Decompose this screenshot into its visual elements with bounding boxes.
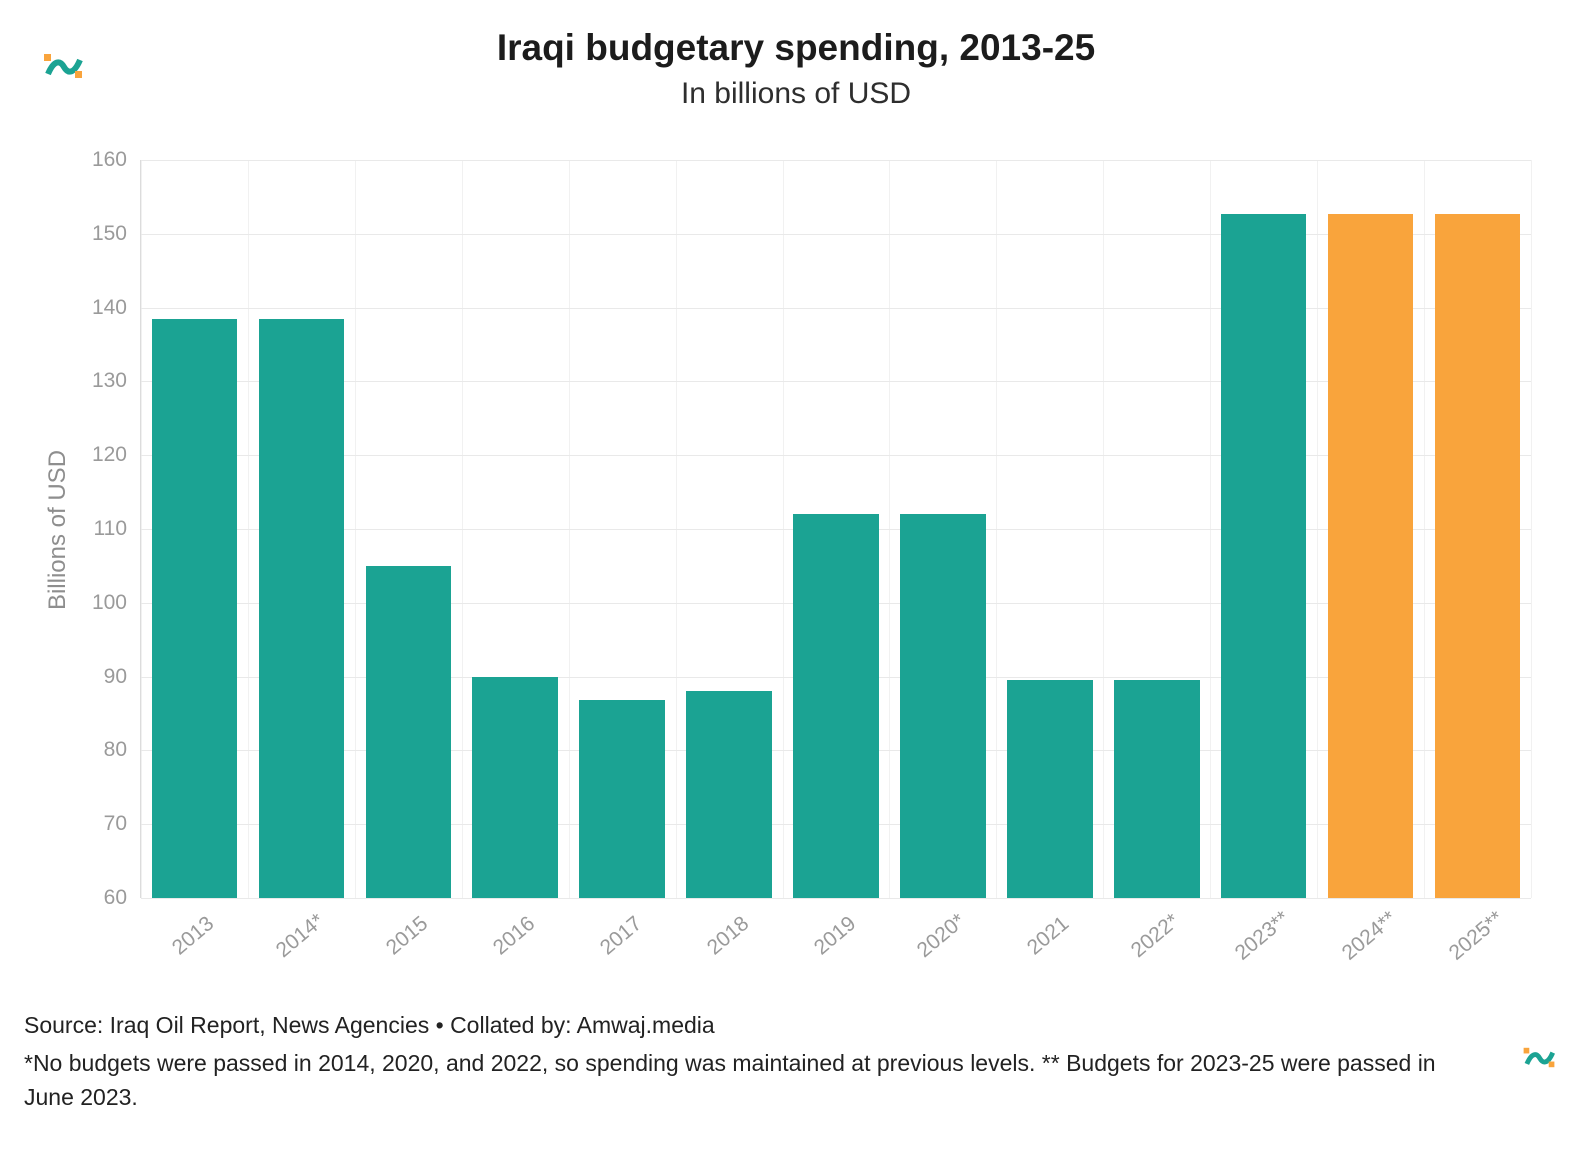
h-gridline (141, 455, 1531, 457)
x-label-slot: 2015 (354, 908, 461, 1008)
bar-2014* (258, 318, 345, 898)
bar-2021 (1007, 679, 1093, 898)
x-axis-labels: 2013 2014* 2015 2016 2017 2018 2019 2020* 2021 20… (140, 906, 1530, 1008)
bar-2024** (1327, 213, 1414, 898)
x-label-slot: 2013 (140, 908, 247, 1008)
x-tick-label: 2013 (167, 911, 219, 960)
y-tick-label: 100 (91, 590, 127, 614)
chart-subtitle: In billions of USD (680, 77, 912, 111)
y-tick-label: 120 (91, 443, 127, 467)
bar-2022* (1113, 679, 1200, 898)
h-gridline (141, 307, 1531, 309)
x-tick-label: 2014* (271, 909, 329, 963)
footnote-text: *No budgets were passed in 2014, 2020, a… (24, 1050, 1436, 1111)
bar-2020* (900, 514, 986, 898)
x-tick-label: 2020* (913, 909, 971, 963)
x-label-slot: 2016 (461, 908, 568, 1008)
bar-slot (1317, 160, 1424, 898)
bar-slot (1424, 160, 1531, 898)
bar-2016 (472, 676, 558, 898)
y-tick-label: 140 (91, 295, 127, 319)
bar-2023** (1220, 213, 1307, 898)
bar-2018 (686, 691, 772, 898)
x-label-slot: 2017 (568, 908, 675, 1008)
h-gridline (141, 160, 1531, 161)
bar-slot (248, 160, 355, 898)
y-tick-label: 80 (103, 738, 127, 762)
h-gridline (141, 233, 1531, 235)
chart-title: Iraqi budgetary spending, 2013-25 (496, 27, 1096, 68)
x-label-slot: 2024** (1316, 906, 1423, 1008)
x-tick-label: 2019 (809, 911, 860, 960)
bar-slot (783, 160, 890, 898)
bar-2015 (365, 565, 452, 898)
x-tick-label: 2016 (488, 911, 540, 960)
chart-header: Iraqi budgetary spending, 2013-25 In bil… (0, 26, 1592, 112)
bar-series (141, 160, 1531, 898)
x-tick-label: 2018 (702, 911, 754, 960)
x-tick-label: 2023** (1230, 906, 1294, 965)
x-tick-label: 2024** (1337, 906, 1401, 965)
bar-slot (569, 160, 676, 898)
y-axis-title: Billions of USD (44, 449, 71, 611)
y-tick-label: 70 (103, 812, 127, 836)
amwaj-logo-icon (1523, 1047, 1555, 1068)
x-tick-label: 2022* (1127, 909, 1184, 963)
x-label-slot: 2021 (995, 908, 1102, 1008)
source-text: Source: Iraq Oil Report, News Agencies •… (24, 1012, 715, 1038)
bar-slot (141, 160, 248, 898)
bar-2013 (151, 318, 238, 898)
h-gridline (141, 381, 1531, 383)
x-label-slot: 2023** (1209, 906, 1316, 1008)
x-tick-label: 2017 (595, 911, 647, 960)
y-tick-label: 160 (91, 148, 127, 171)
bar-2019 (793, 514, 879, 898)
v-gridline (1531, 160, 1532, 898)
amwaj-logo-icon (44, 54, 83, 78)
bar-slot (355, 160, 462, 898)
x-label-slot: 2019 (782, 908, 889, 1008)
x-label-slot: 2014* (247, 908, 354, 1008)
y-tick-label: 150 (91, 221, 127, 245)
x-tick-label: 2021 (1023, 911, 1074, 960)
bar-slot (996, 160, 1103, 898)
x-label-slot: 2022* (1102, 908, 1209, 1008)
x-label-slot: 2018 (675, 908, 782, 1008)
y-tick-label: 60 (103, 886, 127, 909)
bar-slot (462, 160, 569, 898)
x-tick-label: 2015 (381, 911, 433, 960)
bar-2017 (579, 700, 665, 898)
bar-slot (676, 160, 783, 898)
h-gridline (141, 898, 1531, 899)
y-tick-label: 110 (93, 517, 127, 540)
y-tick-label: 90 (103, 664, 127, 688)
bar-slot (889, 160, 996, 898)
bar-slot (1103, 160, 1210, 898)
x-label-slot: 2025** (1423, 906, 1530, 1008)
bar-2025** (1434, 213, 1521, 898)
bar-slot (1210, 160, 1317, 898)
x-tick-label: 2025** (1444, 906, 1508, 965)
chart-footer: Source: Iraq Oil Report, News Agencies •… (24, 1008, 1482, 1114)
y-tick-label: 130 (91, 369, 127, 393)
x-label-slot: 2020* (888, 908, 995, 1008)
plot-area: 60 70 80 90 100 110 120 130 140 150 160 (92, 148, 1532, 909)
